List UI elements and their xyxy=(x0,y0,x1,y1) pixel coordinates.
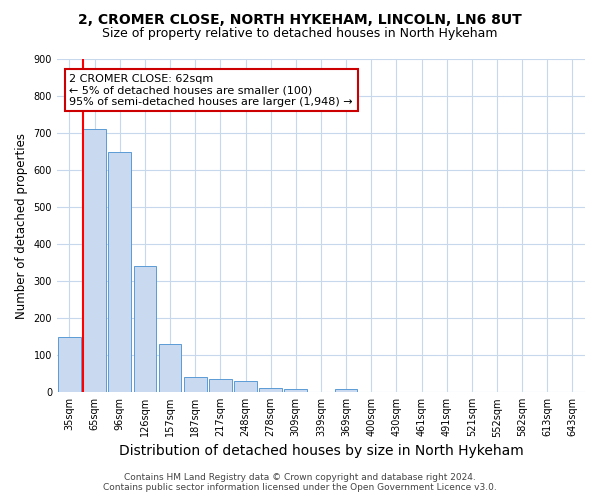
Text: 2 CROMER CLOSE: 62sqm
← 5% of detached houses are smaller (100)
95% of semi-deta: 2 CROMER CLOSE: 62sqm ← 5% of detached h… xyxy=(70,74,353,107)
Bar xyxy=(259,388,282,392)
Text: Contains HM Land Registry data © Crown copyright and database right 2024.
Contai: Contains HM Land Registry data © Crown c… xyxy=(103,473,497,492)
X-axis label: Distribution of detached houses by size in North Hykeham: Distribution of detached houses by size … xyxy=(119,444,523,458)
Bar xyxy=(58,336,81,392)
Bar xyxy=(134,266,156,392)
Bar xyxy=(83,130,106,392)
Text: 2, CROMER CLOSE, NORTH HYKEHAM, LINCOLN, LN6 8UT: 2, CROMER CLOSE, NORTH HYKEHAM, LINCOLN,… xyxy=(78,12,522,26)
Bar xyxy=(335,389,358,392)
Bar xyxy=(234,381,257,392)
Bar xyxy=(184,378,206,392)
Bar xyxy=(109,152,131,392)
Y-axis label: Number of detached properties: Number of detached properties xyxy=(15,132,28,318)
Bar xyxy=(284,389,307,392)
Text: Size of property relative to detached houses in North Hykeham: Size of property relative to detached ho… xyxy=(102,28,498,40)
Bar xyxy=(209,379,232,392)
Bar xyxy=(159,344,181,392)
